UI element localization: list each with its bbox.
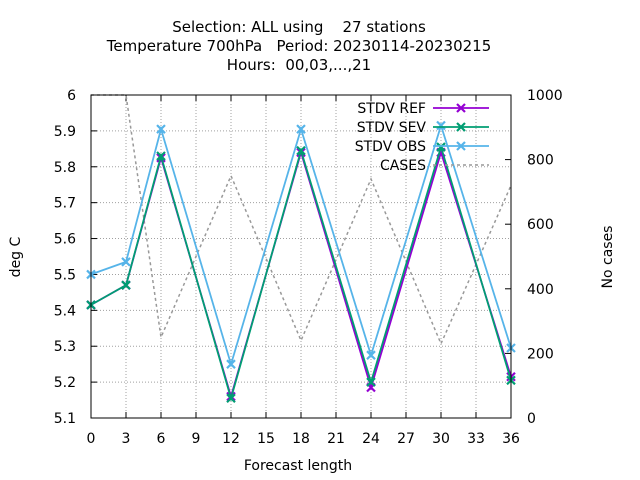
data-point-stdv-sev (366, 377, 376, 387)
legend-label: STDV REF (357, 101, 426, 117)
data-point-stdv-sev (296, 145, 306, 156)
x-tick-label: 12 (222, 431, 240, 447)
y2-axis-label: No cases (600, 226, 616, 289)
y2-tick-label: 800 (527, 153, 554, 169)
series-line-cases (91, 94, 512, 346)
x-tick-label: 18 (292, 431, 310, 447)
y-tick-label: 5.7 (54, 196, 76, 212)
data-point-stdv-sev (436, 142, 446, 152)
y2-tick-label: 600 (527, 217, 554, 233)
data-point-stdv-sev (156, 151, 166, 161)
grid (91, 95, 511, 418)
x-tick-label: 33 (467, 431, 485, 447)
x-axis-ticks: 0 3 6 9 12 15 18 21 24 27 30 33 36 (87, 95, 520, 447)
legend-label: CASES (380, 158, 426, 174)
y-tick-label: 5.1 (54, 411, 76, 427)
data-point-stdv-sev (121, 280, 131, 290)
y-tick-label: 5.6 (54, 232, 76, 248)
legend-label: STDV SEV (357, 120, 427, 136)
series-cases (91, 94, 512, 346)
data-point-stdv-obs (156, 124, 166, 134)
series-line-stdv-obs (90, 122, 512, 368)
x-tick-label: 15 (257, 431, 275, 447)
x-tick-label: 6 (157, 431, 166, 447)
y-tick-label: 5.2 (54, 375, 76, 391)
y-tick-label: 5.9 (54, 124, 76, 140)
data-point-stdv-obs (366, 350, 376, 360)
title-line-2: Temperature 700hPa Period: 20230114-2023… (106, 37, 492, 55)
legend-marker (456, 122, 466, 132)
title-line-3: Hours: 00,03,...,21 (227, 56, 371, 74)
x-tick-label: 21 (327, 431, 345, 447)
title-line-1: Selection: ALL using 27 stations (172, 18, 426, 36)
data-point-stdv-sev (226, 393, 236, 404)
legend-item-stdv-sev: STDV SEV (357, 120, 489, 136)
data-point-stdv-obs (436, 120, 446, 131)
y-tick-label: 5.4 (54, 303, 76, 319)
legend-item-stdv-obs: STDV OBS (355, 139, 489, 155)
legend-marker (456, 141, 466, 151)
x-tick-label: 30 (432, 431, 450, 447)
x-tick-label: 0 (87, 431, 96, 447)
y-tick-label: 5.8 (54, 160, 76, 176)
x-axis-label: Forecast length (244, 458, 352, 474)
y-axis-label: deg C (8, 236, 24, 277)
plot-frame (90, 94, 512, 419)
data-point-stdv-obs (296, 124, 306, 134)
legend-item-stdv-ref: STDV REF (357, 101, 489, 117)
legend-label: STDV OBS (355, 139, 426, 155)
y-tick-label: 5.5 (54, 267, 76, 283)
y2-tick-label: 400 (527, 282, 554, 298)
y2-axis-ticks: 0 200 400 600 800 1000 (505, 88, 563, 427)
legend-marker (456, 103, 466, 113)
y-axis-ticks: 5.1 5.2 5.3 5.4 5.5 5.6 5.7 5.8 5.9 6 (54, 88, 97, 427)
x-tick-label: 27 (397, 431, 415, 447)
series-line-stdv-sev (90, 143, 512, 402)
x-tick-label: 36 (502, 431, 520, 447)
x-tick-label: 24 (362, 431, 380, 447)
legend-item-cases: CASES (380, 158, 489, 174)
legend: STDV REF STDV SEV STDV OBS CASES (355, 101, 489, 174)
data-point-stdv-obs (226, 359, 236, 369)
chart-title: Selection: ALL using 27 stations Tempera… (106, 18, 492, 74)
y-tick-label: 5.3 (54, 339, 76, 355)
y-tick-label: 6 (67, 88, 76, 104)
x-tick-label: 3 (122, 431, 131, 447)
series-stdv-sev (86, 142, 516, 404)
y2-tick-label: 200 (527, 346, 554, 362)
x-tick-label: 9 (192, 431, 201, 447)
y2-tick-label: 0 (527, 411, 536, 427)
y2-tick-label: 1000 (527, 88, 563, 104)
data-point-stdv-obs (121, 257, 131, 267)
